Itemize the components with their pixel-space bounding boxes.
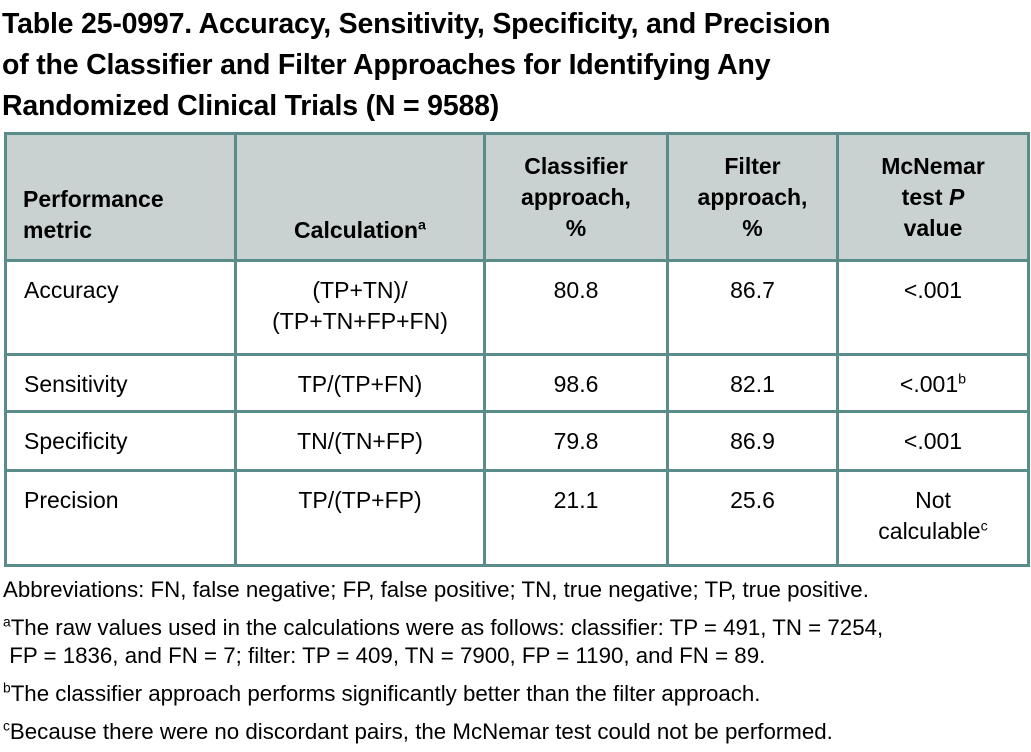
footnote-c-text: Because there were no discordant pairs, … [9,719,833,744]
specificity-calculation-cell: TN/(TN+FP) [234,410,486,472]
precision-metric-cell: Precision [4,469,237,567]
precision-pvalue-footnote-marker: c [980,518,988,535]
precision-calculation-value: TP/(TP+FP) [298,487,422,513]
header-mcnemar-p-italic: P [948,183,965,210]
footnote-a-text: The raw values used in the calculations … [9,615,884,668]
table-title-line-2: of the Classifier and Filter Approaches … [2,49,771,81]
footnote-b-marker: b [3,679,11,696]
sensitivity-classifier-cell: 98.6 [483,353,669,413]
results-table: Performance metric Calculationa Classifi… [4,132,1030,567]
results-table-header: Performance metric Calculationa Classifi… [4,132,1030,262]
footnote-a: aThe raw values used in the calculations… [3,614,1031,670]
header-mcnemar-test-label: test [901,183,949,210]
header-filter-approach-label: Filter approach, % [697,152,808,241]
specificity-pvalue-value: <.001 [903,428,963,454]
table-row-specificity: Specificity TN/(TN+FP) 79.8 86.9 <.001 [4,410,1030,472]
sensitivity-filter-cell: 82.1 [666,353,839,413]
header-filter-approach: Filter approach, % [666,132,839,262]
specificity-classifier-cell: 79.8 [483,410,669,472]
footnote-b-text: The classifier approach performs signifi… [10,681,761,706]
accuracy-filter-cell: 86.7 [666,259,839,356]
specificity-calculation-value: TN/(TN+FP) [297,428,423,454]
footnote-abbreviations: Abbreviations: FN, false negative; FP, f… [3,577,869,602]
specificity-metric-cell: Specificity [4,410,237,472]
accuracy-calculation-value: (TP+TN)/ (TP+TN+FP+FN) [272,277,448,334]
header-mcnemar-line-1: McNemar [881,152,985,179]
footnote-a-marker: a [3,613,11,630]
precision-calculation-cell: TP/(TP+FP) [234,469,486,567]
table-title-line-1: Table 25-0997. Accuracy, Sensitivity, Sp… [2,8,831,40]
specificity-pvalue-cell: <.001 [836,410,1030,472]
sensitivity-pvalue-cell: <.001b [836,353,1030,413]
footnote-c-marker: c [3,717,10,734]
specificity-filter-cell: 86.9 [666,410,839,472]
header-classifier-approach: Classifier approach, % [483,132,669,262]
accuracy-calculation-cell: (TP+TN)/ (TP+TN+FP+FN) [234,259,486,356]
header-performance-metric-label: Performance metric [23,186,164,243]
precision-filter-cell: 25.6 [666,469,839,567]
accuracy-pvalue-value: <.001 [903,277,963,303]
accuracy-pvalue-cell: <.001 [836,259,1030,356]
accuracy-classifier-cell: 80.8 [483,259,669,356]
header-mcnemar-line-2: test P [843,182,1023,213]
sensitivity-calculation-value: TP/(TP+FN) [297,371,423,397]
header-calculation-footnote-marker: a [418,217,426,234]
sensitivity-calculation-cell: TP/(TP+FN) [234,353,486,413]
sensitivity-pvalue-footnote-marker: b [958,371,967,388]
table-row-sensitivity: Sensitivity TP/(TP+FN) 98.6 82.1 <.001b [4,353,1030,413]
header-row: Performance metric Calculationa Classifi… [4,132,1030,262]
table-title: Table 25-0997. Accuracy, Sensitivity, Sp… [0,0,1031,127]
accuracy-metric-cell: Accuracy [4,259,237,356]
sensitivity-metric-cell: Sensitivity [4,353,237,413]
table-row-precision: Precision TP/(TP+FP) 21.1 25.6 Not calcu… [4,469,1030,567]
header-calculation: Calculationa [234,132,486,262]
table-title-line-3: Randomized Clinical Trials (N = 9588) [2,90,500,122]
precision-classifier-cell: 21.1 [483,469,669,567]
header-calculation-label: Calculation [294,217,419,243]
header-performance-metric: Performance metric [4,132,237,262]
footnote-c: cBecause there were no discordant pairs,… [3,718,1031,746]
header-mcnemar-line-3: value [903,214,963,241]
precision-pvalue-cell: Not calculablec [836,469,1030,567]
footnotes: Abbreviations: FN, false negative; FP, f… [0,567,1031,746]
footnote-b: bThe classifier approach performs signif… [3,680,1031,708]
precision-pvalue-value: Not calculable [878,487,981,544]
sensitivity-pvalue-value: <.001 [899,371,959,397]
table-row-accuracy: Accuracy (TP+TN)/ (TP+TN+FP+FN) 80.8 86.… [4,259,1030,356]
header-mcnemar-p-value: McNemar test P value [836,132,1030,262]
results-table-body: Accuracy (TP+TN)/ (TP+TN+FP+FN) 80.8 86.… [4,259,1030,567]
header-classifier-approach-label: Classifier approach, % [521,152,631,241]
